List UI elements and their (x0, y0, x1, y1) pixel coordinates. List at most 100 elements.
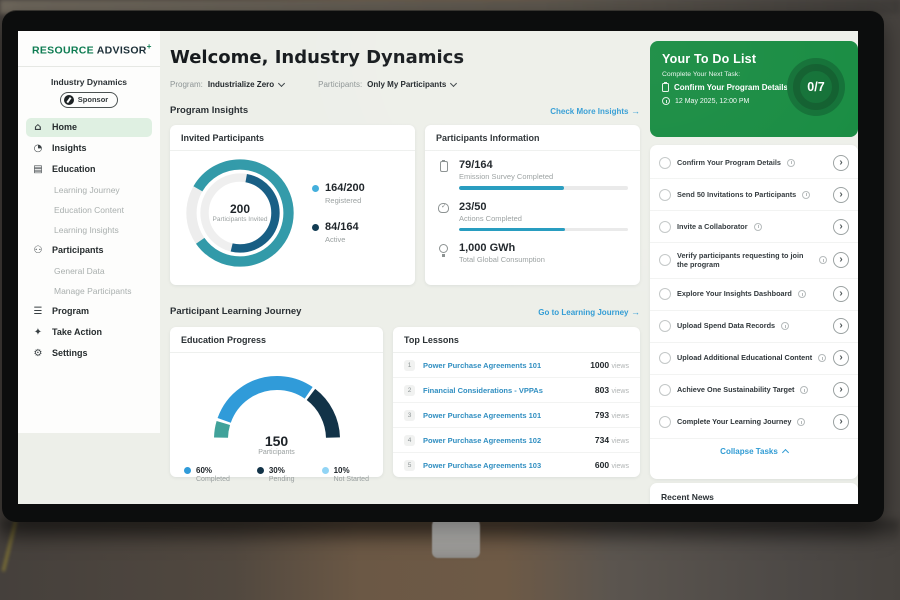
sidebar-item-label: Program (52, 306, 90, 316)
collapse-tasks-label: Collapse Tasks (720, 446, 778, 456)
todo-task[interactable]: Upload Spend Data Records (650, 311, 858, 343)
info-value: 23/50 (459, 200, 487, 213)
todo-task[interactable]: Explore Your Insights Dashboard (650, 279, 858, 311)
legend-value: 164/200 (325, 182, 365, 194)
sidebar-item[interactable]: Education Content (26, 201, 152, 219)
top-lessons-list: 1 Power Purchase Agreements 101 1000 vie… (393, 353, 640, 477)
legend-item: 84/164 Active (312, 221, 365, 244)
legend-value: 84/164 (325, 221, 359, 233)
participants-filter-label: Participants: (318, 80, 363, 89)
sidebar-item[interactable]: Education (26, 160, 152, 179)
chevron-down-icon (278, 79, 286, 88)
todo-task-label: Send 50 Invitations to Participants (677, 189, 797, 199)
sidebar-item[interactable]: General Data (26, 262, 152, 280)
brand-part2: ADVISOR (96, 44, 147, 57)
sponsor-badge-label: Sponsor (77, 95, 109, 104)
invited-participants-title: Invited Participants (170, 125, 415, 151)
legend-dot-icon (184, 467, 191, 474)
nav-item-icon (32, 164, 44, 175)
nav-item-icon (32, 306, 44, 317)
checkbox-icon[interactable] (659, 352, 671, 365)
lesson-title-link[interactable]: Power Purchase Agreements 101 (423, 410, 542, 420)
gauge-center-label: Participants (258, 449, 295, 456)
todo-task[interactable]: Achieve One Sustainability Target (650, 375, 858, 407)
sidebar-item[interactable]: Manage Participants (26, 282, 152, 300)
sidebar-item[interactable]: Home (26, 117, 152, 137)
sidebar-item[interactable]: Learning Insights (26, 221, 152, 239)
chevron-right-button[interactable] (833, 252, 849, 269)
chevron-up-icon (781, 448, 789, 456)
todo-task[interactable]: Invite a Collaborator (650, 211, 858, 243)
info-row-icon (438, 202, 449, 213)
todo-task[interactable]: Verify participants requesting to join t… (650, 243, 858, 279)
sidebar-item-label: Education Content (54, 204, 124, 215)
legend-dot-icon (321, 467, 329, 474)
lesson-title-link[interactable]: Power Purchase Agreements 102 (423, 435, 542, 445)
todo-task[interactable]: Upload Additional Educational Content (650, 343, 858, 375)
checkbox-icon[interactable] (659, 220, 671, 233)
todo-task[interactable]: Send 50 Invitations to Participants (650, 179, 858, 211)
sidebar-item[interactable]: Participants (26, 241, 152, 260)
check-more-insights-link[interactable]: Check More Insights (550, 106, 640, 116)
lesson-row: 5 Power Purchase Agreements 103 600 view… (393, 453, 640, 477)
task-clock-icon (797, 290, 806, 299)
lesson-views-value: 600 (594, 460, 610, 470)
todo-task[interactable]: Complete Your Learning Journey (650, 407, 858, 439)
checkbox-icon[interactable] (659, 254, 671, 267)
sidebar-item-label: General Data (54, 265, 105, 276)
chevron-right-button[interactable] (833, 382, 849, 399)
todo-task-label: Upload Additional Educational Content (677, 353, 813, 363)
info-value: 1,000 GWh (459, 242, 516, 254)
checkbox-icon[interactable] (659, 416, 671, 429)
legend-label: Active (325, 235, 346, 244)
chevron-right-button[interactable] (833, 414, 849, 431)
checkbox-icon[interactable] (659, 288, 671, 301)
checkbox-icon[interactable] (659, 156, 671, 169)
checkbox-icon[interactable] (659, 320, 671, 333)
nav-item-icon (32, 143, 44, 154)
todo-title: Your To Do List (662, 52, 757, 66)
participants-filter[interactable]: Participants: Only My Participants (318, 79, 458, 89)
legend-item: 164/200 Registered (312, 182, 365, 205)
sidebar-item[interactable]: Take Action (26, 323, 152, 342)
sidebar-item[interactable]: Learning Journey (26, 181, 152, 199)
sidebar-item[interactable]: Insights (26, 139, 152, 158)
chevron-right-button[interactable] (833, 186, 849, 203)
sidebar-item[interactable]: Settings (26, 344, 152, 363)
chevron-right-button[interactable] (833, 154, 849, 171)
progress-bar-fill (459, 227, 566, 231)
chevron-right-button[interactable] (833, 350, 849, 367)
chevron-right-button[interactable] (833, 318, 849, 335)
education-progress-card: Education Progress 150 Participants 60% (170, 327, 383, 483)
lesson-title-link[interactable]: Power Purchase Agreements 103 (423, 460, 542, 470)
chevron-right-button[interactable] (833, 286, 849, 303)
todo-due: 12 May 2025, 12:00 PM (662, 97, 846, 105)
lesson-views-value: 793 (594, 410, 610, 420)
sidebar-item-label: Education (52, 164, 96, 174)
todo-task-label: Complete Your Learning Journey (677, 417, 792, 427)
sidebar-item-label: Learning Journey (54, 184, 120, 195)
collapse-tasks-link[interactable]: Collapse Tasks (650, 439, 858, 462)
lesson-title-link[interactable]: Power Purchase Agreements 101 (423, 360, 542, 370)
program-filter-value: Industrialize Zero (207, 80, 275, 89)
program-insights-header: Program Insights Check More Insights (170, 105, 640, 116)
sidebar-item[interactable]: Program (26, 302, 152, 321)
donut-center-value: 200 (229, 201, 251, 216)
program-filter[interactable]: Program: Industrialize Zero (170, 79, 286, 89)
gauge-center-value: 150 (264, 433, 289, 449)
checkbox-icon[interactable] (659, 188, 671, 201)
learning-journey-title: Participant Learning Journey (170, 306, 302, 317)
chevron-right-button[interactable] (833, 218, 849, 235)
checkbox-icon[interactable] (659, 384, 671, 397)
todo-task[interactable]: Confirm Your Program Details (650, 147, 858, 179)
todo-task-label: Invite a Collaborator (677, 221, 748, 231)
brand-plus: + (146, 42, 152, 51)
participants-information-rows: 79/164 Emission Survey Completed 23/50 A… (425, 151, 640, 272)
sidebar-item-label: Manage Participants (54, 285, 132, 296)
info-label: Total Global Consumption (459, 255, 545, 264)
go-to-learning-journey-link[interactable]: Go to Learning Journey (538, 307, 640, 317)
donut-center-label: Participants Invited (212, 215, 268, 223)
monitor-bezel: RESOURCE ADVISOR+ Industry Dynamics Spon… (2, 10, 884, 522)
lesson-title-link[interactable]: Financial Considerations - VPPAs (423, 385, 543, 395)
education-progress-title: Education Progress (170, 327, 383, 353)
